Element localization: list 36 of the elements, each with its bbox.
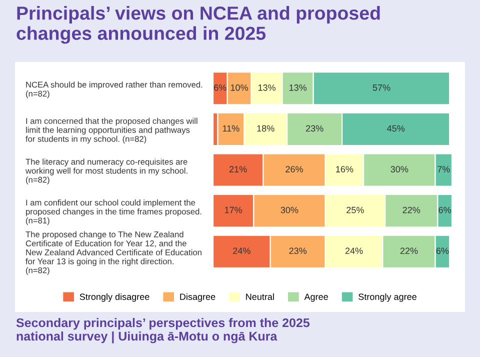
legend-label: Strongly disagree: [80, 293, 150, 302]
data-label: 6%: [214, 84, 226, 91]
data-label: 17%: [224, 206, 242, 214]
data-label: 22%: [400, 248, 418, 254]
y-tick-label: I am confident our school could implement the proposed changes in the time frames proposed. (n=81): [26, 199, 202, 226]
y-tick-label: The literacy and numeracy co-requisites are working well for most students in my school. (n=82): [25, 158, 188, 184]
data-label: 6%: [438, 206, 452, 214]
legend-label: Disagree: [180, 293, 216, 302]
data-label: 45%: [387, 125, 405, 132]
data-label: 23%: [289, 248, 307, 254]
data-label: 7%: [438, 166, 450, 172]
data-label: 25%: [346, 206, 364, 214]
legend-label: Strongly agree: [358, 293, 416, 302]
data-label: 16%: [336, 166, 354, 172]
data-label: 13%: [290, 84, 307, 91]
legend-label: Agree: [304, 294, 328, 302]
data-label: 30%: [280, 206, 298, 214]
data-label: 26%: [286, 166, 303, 172]
data-label: 24%: [233, 248, 250, 254]
text: Secondary principals’ perspectives from the 2025 national survey | Uiuinga ā-Motu o ngā Kura: [16, 318, 310, 344]
data-label: 30%: [390, 166, 408, 172]
data-label: 24%: [345, 248, 363, 254]
data-label: 6%: [436, 248, 449, 254]
y-tick-label: NCEA should be improved rather than removed. (n=82): [26, 81, 202, 98]
data-label: 11%: [222, 125, 240, 132]
chart-title: Principals’ views on NCEA and proposed changes announced in 2025: [16, 6, 380, 44]
data-label: 22%: [402, 206, 420, 214]
y-tick-label: I am concerned that the proposed changes will limit the learning opportunities and pathways for students in my school. (n=82): [26, 118, 198, 144]
data-label: 21%: [230, 166, 247, 172]
data-label: 57%: [372, 84, 390, 91]
data-label: 23%: [306, 125, 324, 132]
y-tick-label: The proposed change to The New Zealand Certificate of Education for Year 12, and the New Zealand Advanced Certificate of Education for Year 13 is going in the right direction. (n=82): [26, 231, 202, 275]
legend-label: Neutral: [246, 293, 274, 300]
data-label: 18%: [257, 125, 274, 132]
data-label: 10%: [230, 84, 248, 91]
data-label: 13%: [258, 84, 276, 91]
